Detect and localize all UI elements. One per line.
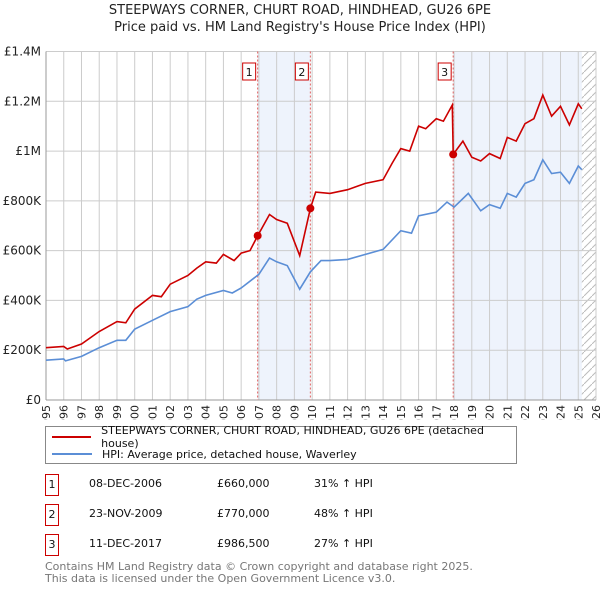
chart-title: STEEPWAYS CORNER, CHURT ROAD, HINDHEAD, … xyxy=(108,3,492,18)
sale-price: £660,000 xyxy=(217,477,270,490)
x-tick-label: 2022 xyxy=(519,405,532,420)
sale-price: £770,000 xyxy=(217,507,270,520)
x-tick-label: 2010 xyxy=(306,405,319,420)
property-price-line xyxy=(45,92,583,350)
legend-swatch-blue xyxy=(52,453,92,455)
x-tick-label: 2004 xyxy=(200,405,213,420)
sale-point-3 xyxy=(449,150,458,159)
x-tick-label: 2003 xyxy=(182,405,195,420)
y-tick-label: £400K xyxy=(3,293,43,307)
sale-badge-2 xyxy=(294,62,309,81)
x-tick-label: 2020 xyxy=(484,405,497,420)
x-tick-label: 2002 xyxy=(164,405,177,420)
x-tick-label: 2007 xyxy=(253,405,266,420)
legend-item-hpi: HPI: Average price, detached house, Wave… xyxy=(52,446,357,462)
legend-item-property: STEEPWAYS CORNER, CHURT ROAD, HINDHEAD, … xyxy=(52,424,516,450)
x-tick-label: 2025 xyxy=(572,405,585,420)
sale-badge-3 xyxy=(437,62,452,81)
hpi-line xyxy=(45,158,583,362)
legend: STEEPWAYS CORNER, CHURT ROAD, HINDHEAD, … xyxy=(45,424,517,464)
x-tick-label: 2012 xyxy=(342,405,355,420)
sale-badge-label: 1 xyxy=(246,66,253,79)
x-tick-label: 2021 xyxy=(501,405,514,420)
x-tick-label: 2009 xyxy=(288,405,301,420)
y-tick-label: £800K xyxy=(3,194,43,208)
sale-marker-label: 3 xyxy=(45,534,59,556)
x-tick-label: 1998 xyxy=(93,405,106,420)
sale-marker-label: 2 xyxy=(45,504,59,526)
x-tick-label: 2023 xyxy=(537,405,550,420)
x-tick-label: 2026 xyxy=(590,405,600,420)
x-tick-label: 2000 xyxy=(129,405,142,420)
price-chart: 1995 1996 1997 1998 1999 2000 2001 2002 2003 2004… xyxy=(3,45,600,421)
sale-date: 08-DEC-2006 xyxy=(89,477,163,490)
y-tick-label: £1M xyxy=(15,144,41,158)
x-tick-label: 2018 xyxy=(448,405,461,420)
y-tick-label: £1.2M xyxy=(4,94,41,108)
x-tick-label: 2016 xyxy=(413,405,426,420)
sale-badge-label: 3 xyxy=(441,66,448,79)
sale-point-1 xyxy=(253,231,262,240)
x-tick-label: 2024 xyxy=(555,405,568,420)
y-tick-label: £0 xyxy=(26,393,41,407)
x-tick-label: 2008 xyxy=(271,405,284,420)
y-tick-label: £200K xyxy=(3,343,43,357)
sale-date: 23-NOV-2009 xyxy=(89,507,163,520)
footer-licence: This data is licensed under the Open Gov… xyxy=(45,572,396,585)
shaded-period-1-2 xyxy=(257,51,311,400)
x-tick-label: 2001 xyxy=(146,405,159,420)
sale-hpi-diff: 27% ↑ HPI xyxy=(314,537,373,550)
x-tick-label: 1996 xyxy=(58,405,71,420)
sale-badge-label: 2 xyxy=(298,66,305,79)
x-tick-label: 2013 xyxy=(359,405,372,420)
x-tick-label: 2011 xyxy=(324,405,337,420)
y-tick-label: £600K xyxy=(3,244,43,258)
footer-copyright: Contains HM Land Registry data © Crown c… xyxy=(45,560,473,573)
x-tick-label: 1997 xyxy=(75,405,88,420)
x-tick-label: 1999 xyxy=(111,405,124,420)
chart-subtitle: Price paid vs. HM Land Registry's House … xyxy=(114,20,486,35)
legend-label-property: STEEPWAYS CORNER, CHURT ROAD, HINDHEAD, … xyxy=(101,424,484,450)
footer: Contains HM Land Registry data © Crown c… xyxy=(45,561,473,585)
x-tick-label: 2015 xyxy=(395,405,408,420)
y-tick-label: £1.4M xyxy=(4,45,41,59)
x-tick-label: 2019 xyxy=(466,405,479,420)
sale-marker-label: 1 xyxy=(45,474,59,496)
x-tick-label: 2006 xyxy=(235,405,248,420)
sale-point-2 xyxy=(306,204,315,213)
sale-date: 11-DEC-2017 xyxy=(89,537,163,550)
x-tick-label: 2005 xyxy=(217,405,230,420)
forecast-hatch xyxy=(581,51,596,400)
x-tick-label: 1995 xyxy=(40,405,53,420)
legend-swatch-red xyxy=(52,436,92,438)
sale-hpi-diff: 48% ↑ HPI xyxy=(314,507,373,520)
shaded-period-3 xyxy=(453,51,582,400)
sale-price: £986,500 xyxy=(217,537,270,550)
x-tick-label: 2017 xyxy=(430,405,443,420)
sale-badge-1 xyxy=(242,62,257,81)
sale-hpi-diff: 31% ↑ HPI xyxy=(314,477,373,490)
x-tick-label: 2014 xyxy=(377,405,390,420)
legend-label-hpi: HPI: Average price, detached house, Wave… xyxy=(102,447,357,461)
